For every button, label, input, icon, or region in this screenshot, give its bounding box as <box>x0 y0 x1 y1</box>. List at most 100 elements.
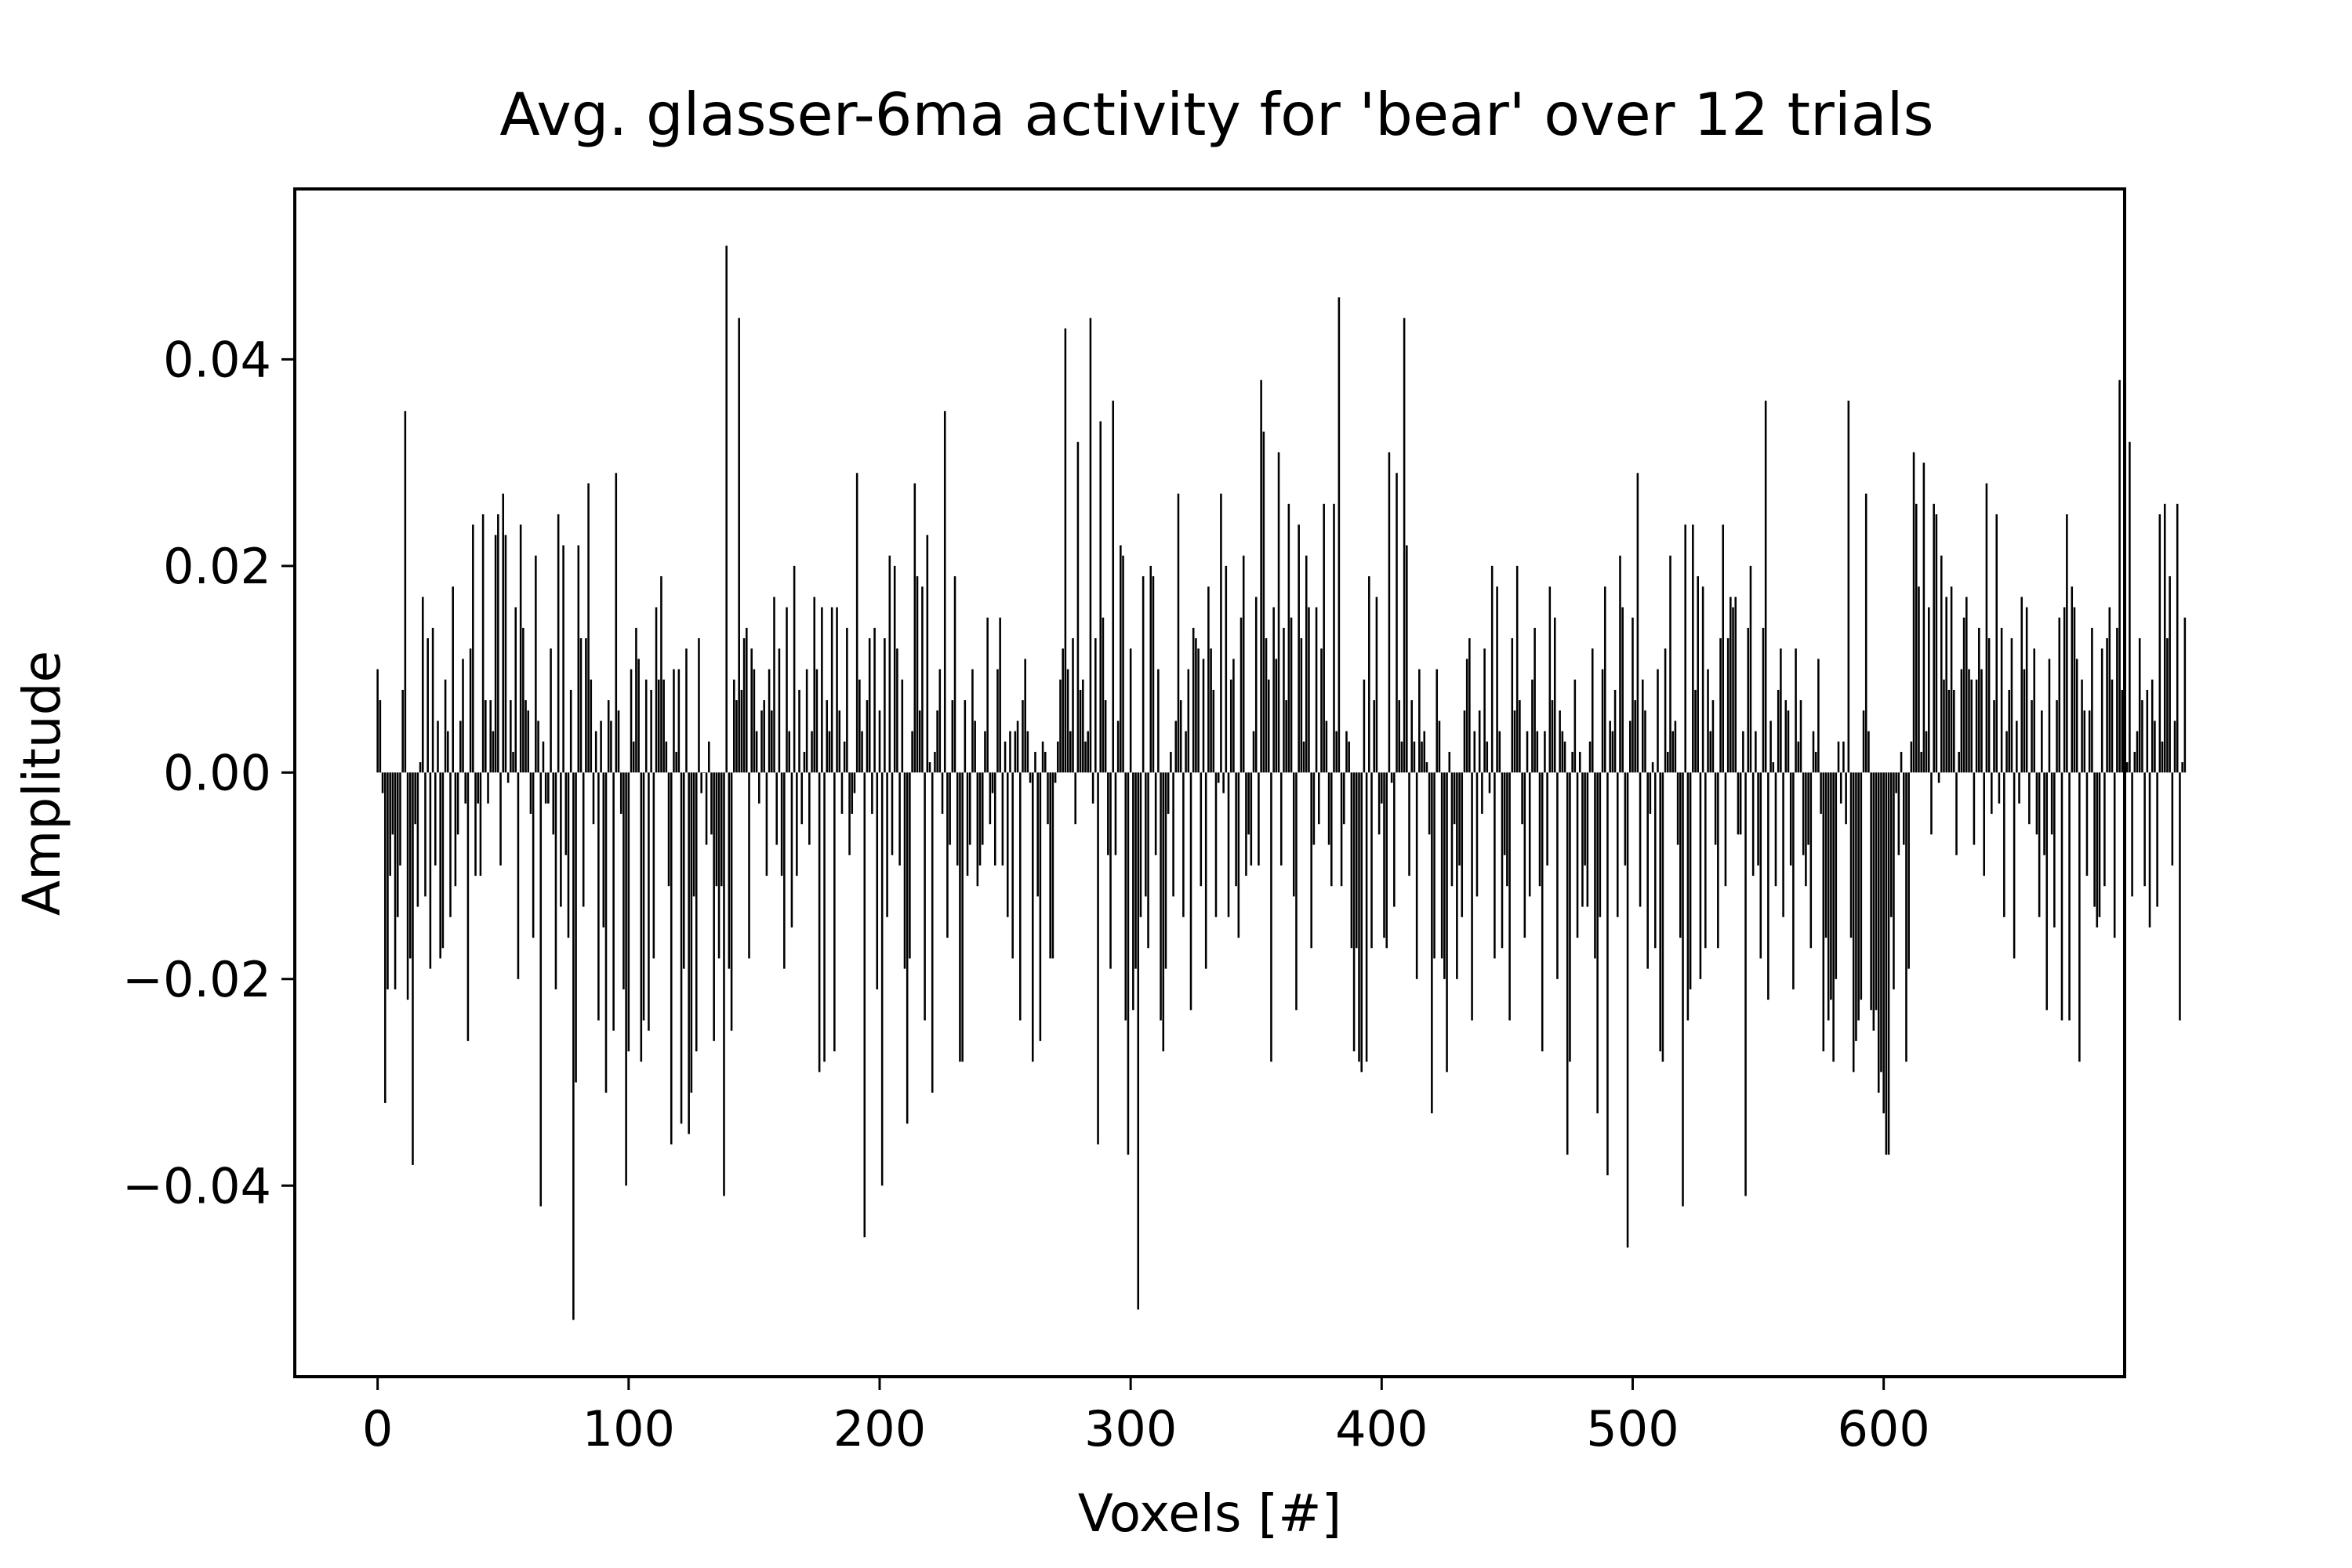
bar <box>1636 473 1639 773</box>
bar <box>898 772 901 866</box>
bar <box>815 669 818 773</box>
bar <box>728 772 731 969</box>
bar <box>670 772 673 1145</box>
bar <box>1563 741 1566 773</box>
bar <box>1937 772 1940 783</box>
bar <box>1875 772 1878 1011</box>
bar <box>1107 772 1109 855</box>
bar <box>956 772 959 866</box>
bar <box>793 565 796 773</box>
bar <box>1508 772 1511 1021</box>
bar <box>986 617 989 773</box>
bar <box>582 772 585 907</box>
bar <box>1732 607 1734 773</box>
bar <box>1120 545 1122 773</box>
bar <box>943 411 946 773</box>
bar <box>2176 503 2179 773</box>
bar <box>522 627 524 773</box>
bar <box>2088 710 2091 773</box>
bar <box>2161 741 2164 773</box>
bar <box>2169 576 2171 773</box>
bar <box>1933 503 1935 773</box>
bar <box>786 607 788 773</box>
bar <box>1054 772 1057 783</box>
bar <box>1237 772 1240 938</box>
bar <box>893 565 896 773</box>
bar <box>1862 710 1865 773</box>
bar <box>492 731 495 773</box>
bar <box>813 597 816 773</box>
bar <box>1124 772 1127 1021</box>
bar <box>811 731 813 773</box>
bar <box>1845 772 1847 825</box>
bar <box>1679 772 1682 938</box>
bar <box>399 772 401 866</box>
bar <box>1450 772 1454 887</box>
bar <box>1225 565 1228 773</box>
bar <box>1566 772 1569 1155</box>
bar <box>1335 731 1338 773</box>
bar <box>1774 772 1777 887</box>
bar <box>1805 772 1807 887</box>
bar <box>2148 772 2151 927</box>
bar <box>1714 772 1717 845</box>
bar <box>2031 700 2033 773</box>
bar <box>1082 679 1084 773</box>
bar <box>1827 772 1830 1021</box>
bar <box>1227 772 1230 917</box>
bar <box>1147 772 1149 949</box>
bar <box>1991 772 1993 815</box>
bar <box>1036 772 1039 897</box>
bar <box>2041 710 2043 773</box>
bar <box>637 659 640 773</box>
bar <box>1279 772 1283 866</box>
bar <box>1390 772 1393 783</box>
bar <box>682 772 685 969</box>
bar <box>597 772 600 1021</box>
x-tick-label: 200 <box>833 1400 926 1457</box>
bar <box>2154 720 2156 773</box>
bar <box>1465 659 1468 773</box>
bar <box>984 731 986 773</box>
bar <box>1719 638 1722 773</box>
bar <box>1235 772 1237 887</box>
bar <box>1415 772 1418 979</box>
bar <box>1872 772 1875 1031</box>
bar <box>715 772 718 887</box>
bar <box>557 514 560 773</box>
bar <box>1400 741 1403 773</box>
bar <box>1704 772 1707 949</box>
bar <box>1406 545 1408 773</box>
bar <box>2060 772 2063 1021</box>
bar <box>1220 493 1222 773</box>
bar <box>901 679 904 773</box>
bar <box>1157 669 1160 773</box>
bar <box>1506 772 1508 887</box>
bar <box>1262 431 1265 773</box>
bar <box>2063 607 2066 773</box>
bar <box>2003 772 2005 917</box>
bar <box>617 710 620 773</box>
bar <box>946 772 949 938</box>
bar <box>434 772 437 866</box>
bar <box>2071 586 2074 773</box>
bar <box>1769 720 1772 773</box>
bar <box>1315 607 1318 773</box>
bar <box>717 772 720 959</box>
bar <box>1009 731 1011 773</box>
bar <box>612 772 615 1031</box>
bar <box>685 648 688 773</box>
bar <box>544 772 547 804</box>
bar <box>1137 772 1140 1310</box>
bar <box>537 720 539 773</box>
bar <box>1486 741 1489 773</box>
bar <box>911 731 913 773</box>
bar <box>1229 679 1232 773</box>
bar <box>527 710 530 773</box>
bar <box>1343 772 1345 825</box>
bar <box>710 772 713 835</box>
bar <box>2173 720 2176 773</box>
bar <box>755 731 758 773</box>
bar <box>2016 720 2018 773</box>
bar <box>953 576 956 773</box>
